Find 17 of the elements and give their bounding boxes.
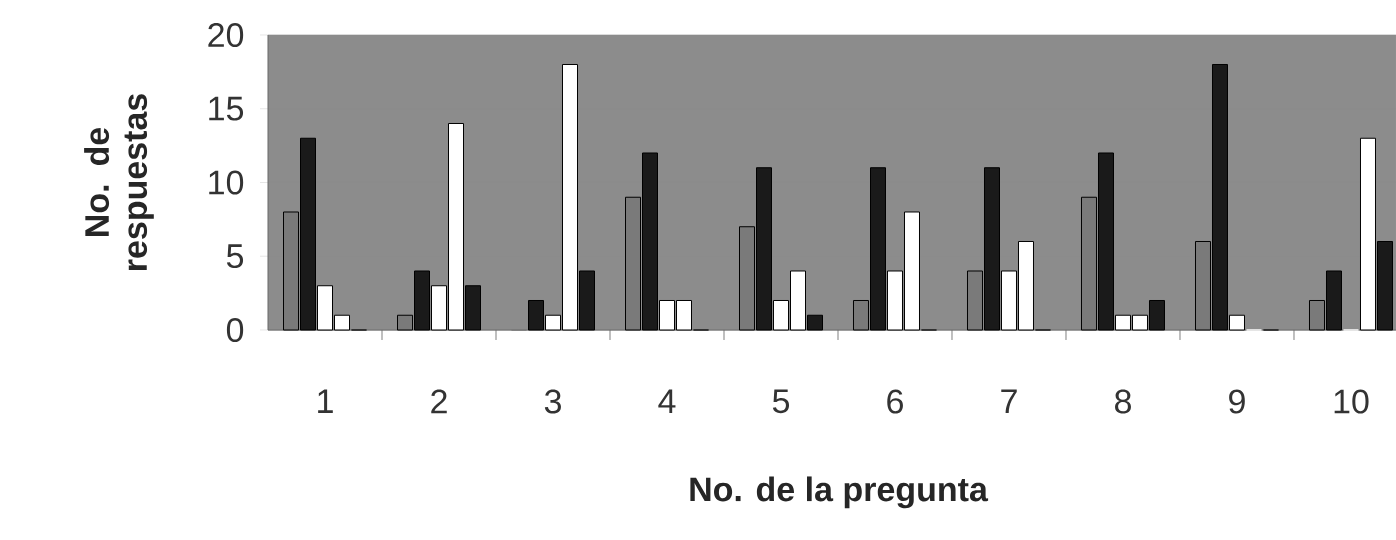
y-tick-label: 15 [209,96,244,121]
y-axis-title: No. de respuestas [84,94,154,271]
x-tick-label: 2 [431,389,447,414]
x-tick-label: 3 [544,389,561,414]
x-tick-label: 1 [318,389,333,413]
x-tick-label: 8 [1115,389,1131,414]
x-tick-label: 7 [1001,389,1017,413]
x-tick-label: 9 [1229,389,1245,414]
y-tick-label: 20 [208,22,244,48]
y-tick-label: 10 [209,170,244,195]
x-tick-label: 10 [1334,389,1369,414]
x-axis-title: No. de la pregunta [690,476,989,509]
y-tick-label: 0 [226,317,244,343]
x-tick-label: 6 [887,389,903,414]
y-tick-label: 5 [226,244,244,269]
x-tick-label: 4 [658,389,676,413]
x-tick-label: 5 [772,389,790,414]
